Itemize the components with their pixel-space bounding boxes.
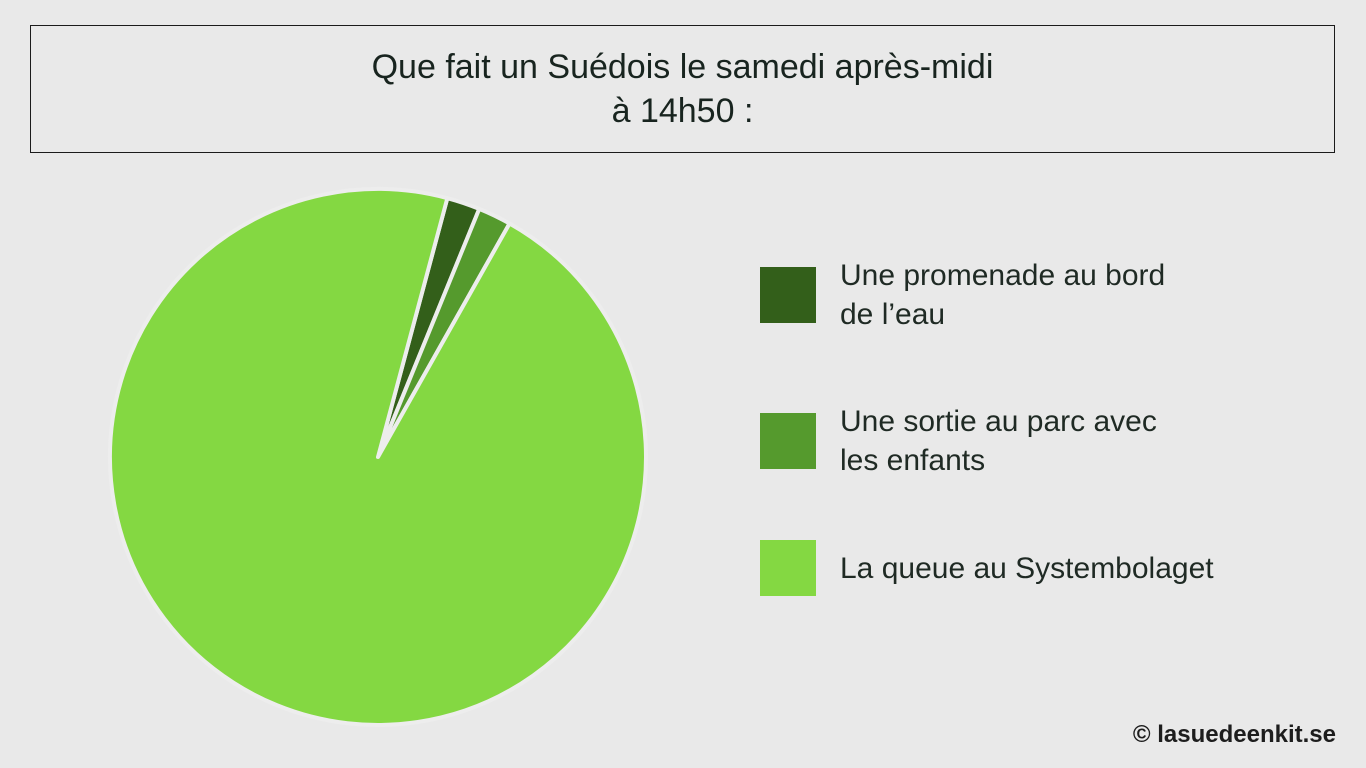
legend-label-systembolaget-line-1: La queue au Systembolaget [840, 551, 1214, 585]
pie-slice-systembolaget [108, 187, 648, 727]
legend-swatch-promenade [760, 267, 816, 323]
legend-label-parc: Une sortie au parc avec les enfants [840, 402, 1260, 480]
legend-swatch-systembolaget [760, 540, 816, 596]
legend-label-promenade: Une promenade au bord de l’eau [840, 256, 1260, 334]
legend-label-parc-line-2: les enfants [840, 444, 986, 477]
legend-item-systembolaget: La queue au Systembolaget [760, 540, 1320, 596]
legend-label-systembolaget: La queue au Systembolaget [840, 549, 1260, 588]
legend-label-promenade-line-2: de l’eau [840, 298, 946, 331]
legend-item-promenade: Une promenade au bord de l’eau [760, 256, 1320, 334]
chart-title-box: Que fait un Suédois le samedi après-midi… [30, 25, 1335, 153]
legend-label-promenade-line-1: Une promenade au bord [840, 259, 1166, 292]
legend-swatch-parc [760, 413, 816, 469]
credit-text: © lasuedeenkit.se [1132, 721, 1336, 748]
legend-item-parc: Une sortie au parc avec les enfants [760, 402, 1320, 480]
legend-label-parc-line-1: Une sortie au parc avec [840, 405, 1157, 438]
chart-title-line-2: à 14h50 : [611, 92, 754, 130]
chart-title-line-1: Que fait un Suédois le samedi après-midi [371, 48, 994, 86]
